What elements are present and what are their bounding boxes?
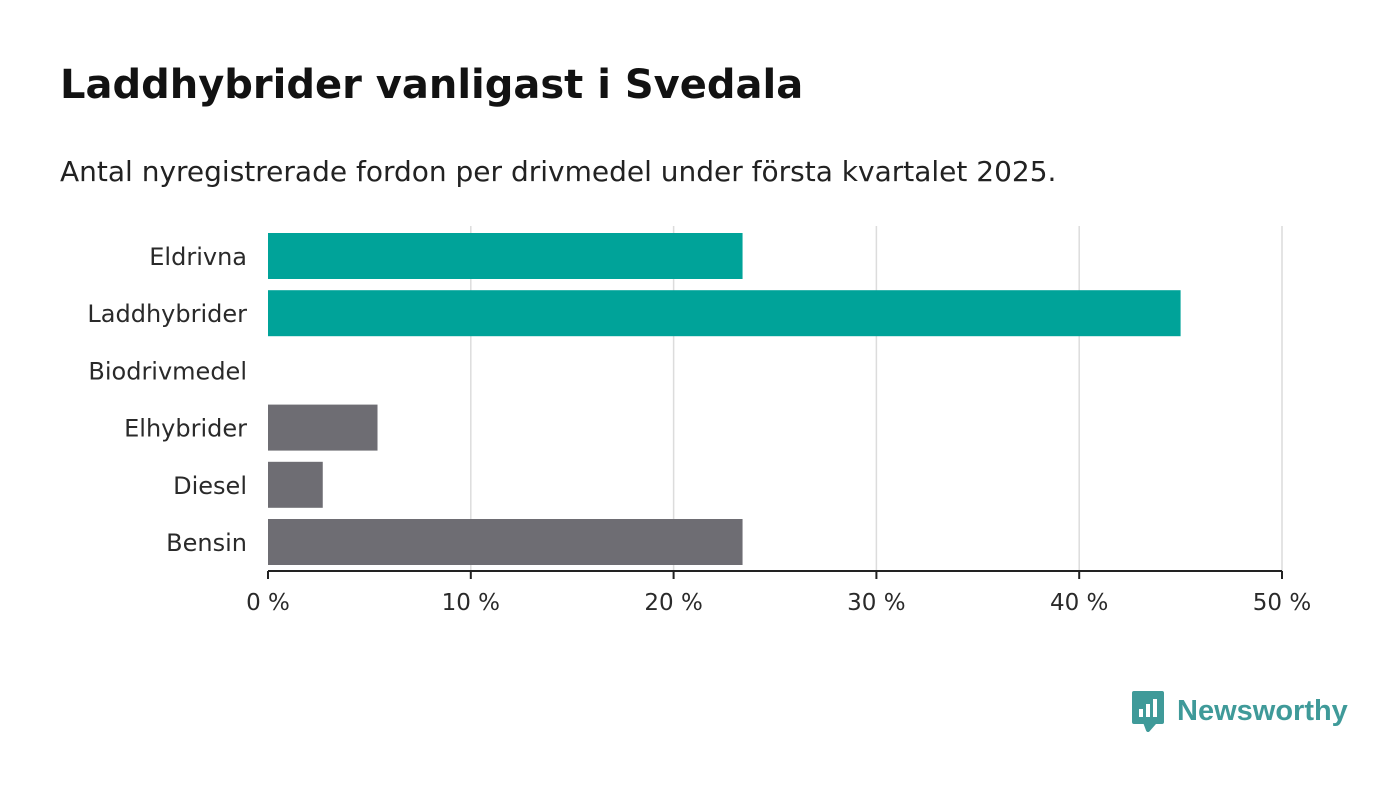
brand-name: Newsworthy xyxy=(1177,694,1348,727)
x-tick-label: 10 % xyxy=(442,590,500,616)
x-tick-label: 0 % xyxy=(246,590,290,616)
bar xyxy=(268,461,323,508)
x-tick-label: 20 % xyxy=(644,590,702,616)
bar xyxy=(268,233,743,279)
bar xyxy=(268,404,378,451)
category-label: Bensin xyxy=(166,529,247,557)
x-tick-label: 40 % xyxy=(1050,590,1108,616)
category-label: Elhybrider xyxy=(124,415,247,443)
category-label: Eldrivna xyxy=(149,243,247,271)
bar xyxy=(268,290,1181,337)
chart-title: Laddhybrider vanligast i Svedala xyxy=(60,62,804,108)
category-label: Biodrivmedel xyxy=(88,357,247,385)
bar xyxy=(268,519,743,565)
x-tick-label: 30 % xyxy=(847,590,905,616)
brand-logo: Newsworthy xyxy=(1131,690,1348,732)
category-label: Laddhybrider xyxy=(87,300,247,328)
newsworthy-logo-icon xyxy=(1132,691,1164,732)
x-tick-label: 50 % xyxy=(1253,590,1311,616)
chart-subtitle: Antal nyregistrerade fordon per drivmede… xyxy=(60,155,1057,188)
category-label: Diesel xyxy=(173,472,247,500)
